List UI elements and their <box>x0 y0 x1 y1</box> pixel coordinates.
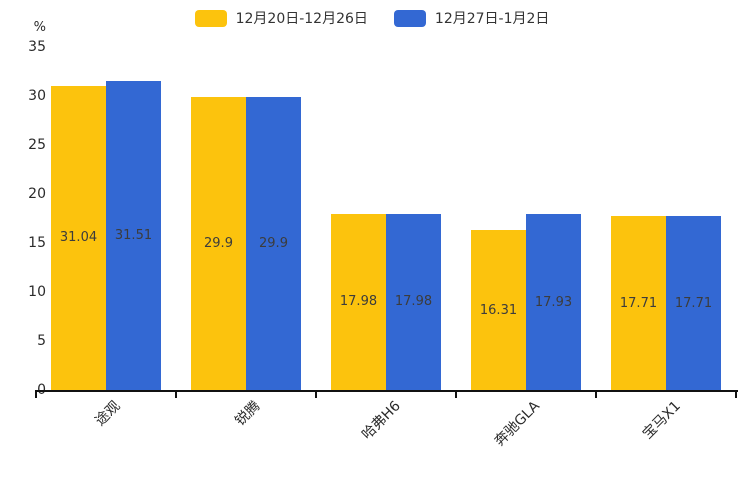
bar-segment: 29.9 <box>246 96 301 390</box>
bar-segment: 17.71 <box>666 216 721 390</box>
bar-value-label: 17.71 <box>674 295 713 311</box>
bar-value-label: 31.04 <box>59 230 98 246</box>
bar-value-label: 16.31 <box>479 302 518 318</box>
legend-label: 12月27日-1月2日 <box>434 11 550 27</box>
x-axis-tick-mark <box>35 390 37 398</box>
bar-segment: 17.98 <box>386 213 441 390</box>
y-axis-tick-label: 5 <box>37 333 46 349</box>
y-axis-tick-label: 15 <box>28 235 46 251</box>
legend: 12月20日-12月26日 12月27日-1月2日 <box>0 8 744 28</box>
x-axis-tick-mark <box>315 390 317 398</box>
bar-value-label: 29.9 <box>204 235 233 251</box>
legend-item[interactable]: 12月20日-12月26日 <box>194 8 368 28</box>
bar-segment: 31.51 <box>106 81 161 390</box>
x-axis-tick-mark <box>595 390 597 398</box>
legend-label: 12月20日-12月26日 <box>235 11 368 27</box>
bar-value-label: 31.51 <box>114 228 153 244</box>
x-axis-tick-mark <box>175 390 177 398</box>
x-axis-tick-mark <box>455 390 457 398</box>
y-axis-tick-label: 25 <box>28 137 46 153</box>
bar-segment: 31.04 <box>51 85 106 390</box>
y-axis-tick-label: 20 <box>28 186 46 202</box>
x-axis-tick-mark <box>735 390 737 398</box>
bar-value-label: 17.71 <box>619 295 658 311</box>
x-axis-category-label: 奔驰GLA <box>492 398 544 450</box>
x-axis-category-label: 宝马X1 <box>639 398 684 443</box>
bar-segment: 29.9 <box>191 96 246 390</box>
y-axis-tick-label: 30 <box>28 88 46 104</box>
bar-segment: 16.31 <box>471 230 526 390</box>
x-axis-line <box>36 390 738 392</box>
bar-segment: 17.93 <box>526 214 581 390</box>
y-axis-tick-label: 10 <box>28 284 46 300</box>
bar-segment: 17.71 <box>611 216 666 390</box>
bar-value-label: 17.98 <box>339 294 378 310</box>
x-axis-category-label: 锐腾 <box>232 398 264 430</box>
bar-value-label: 17.98 <box>394 294 433 310</box>
y-axis-unit-label: % <box>33 20 46 35</box>
bar-value-label: 17.93 <box>534 294 573 310</box>
bar-segment: 17.98 <box>331 213 386 390</box>
y-axis-tick-label: 35 <box>28 39 46 55</box>
legend-item[interactable]: 12月27日-1月2日 <box>393 8 550 28</box>
x-axis-category-label: 途观 <box>92 398 124 430</box>
legend-swatch-icon <box>194 9 227 27</box>
plot-area: 31.04 31.51 29.9 29.9 17.98 17.98 16.31 17.93 17… <box>36 47 736 390</box>
legend-swatch-icon <box>393 9 426 27</box>
bar-value-label: 29.9 <box>259 235 288 251</box>
x-axis-category-label: 哈弗H6 <box>358 398 404 443</box>
